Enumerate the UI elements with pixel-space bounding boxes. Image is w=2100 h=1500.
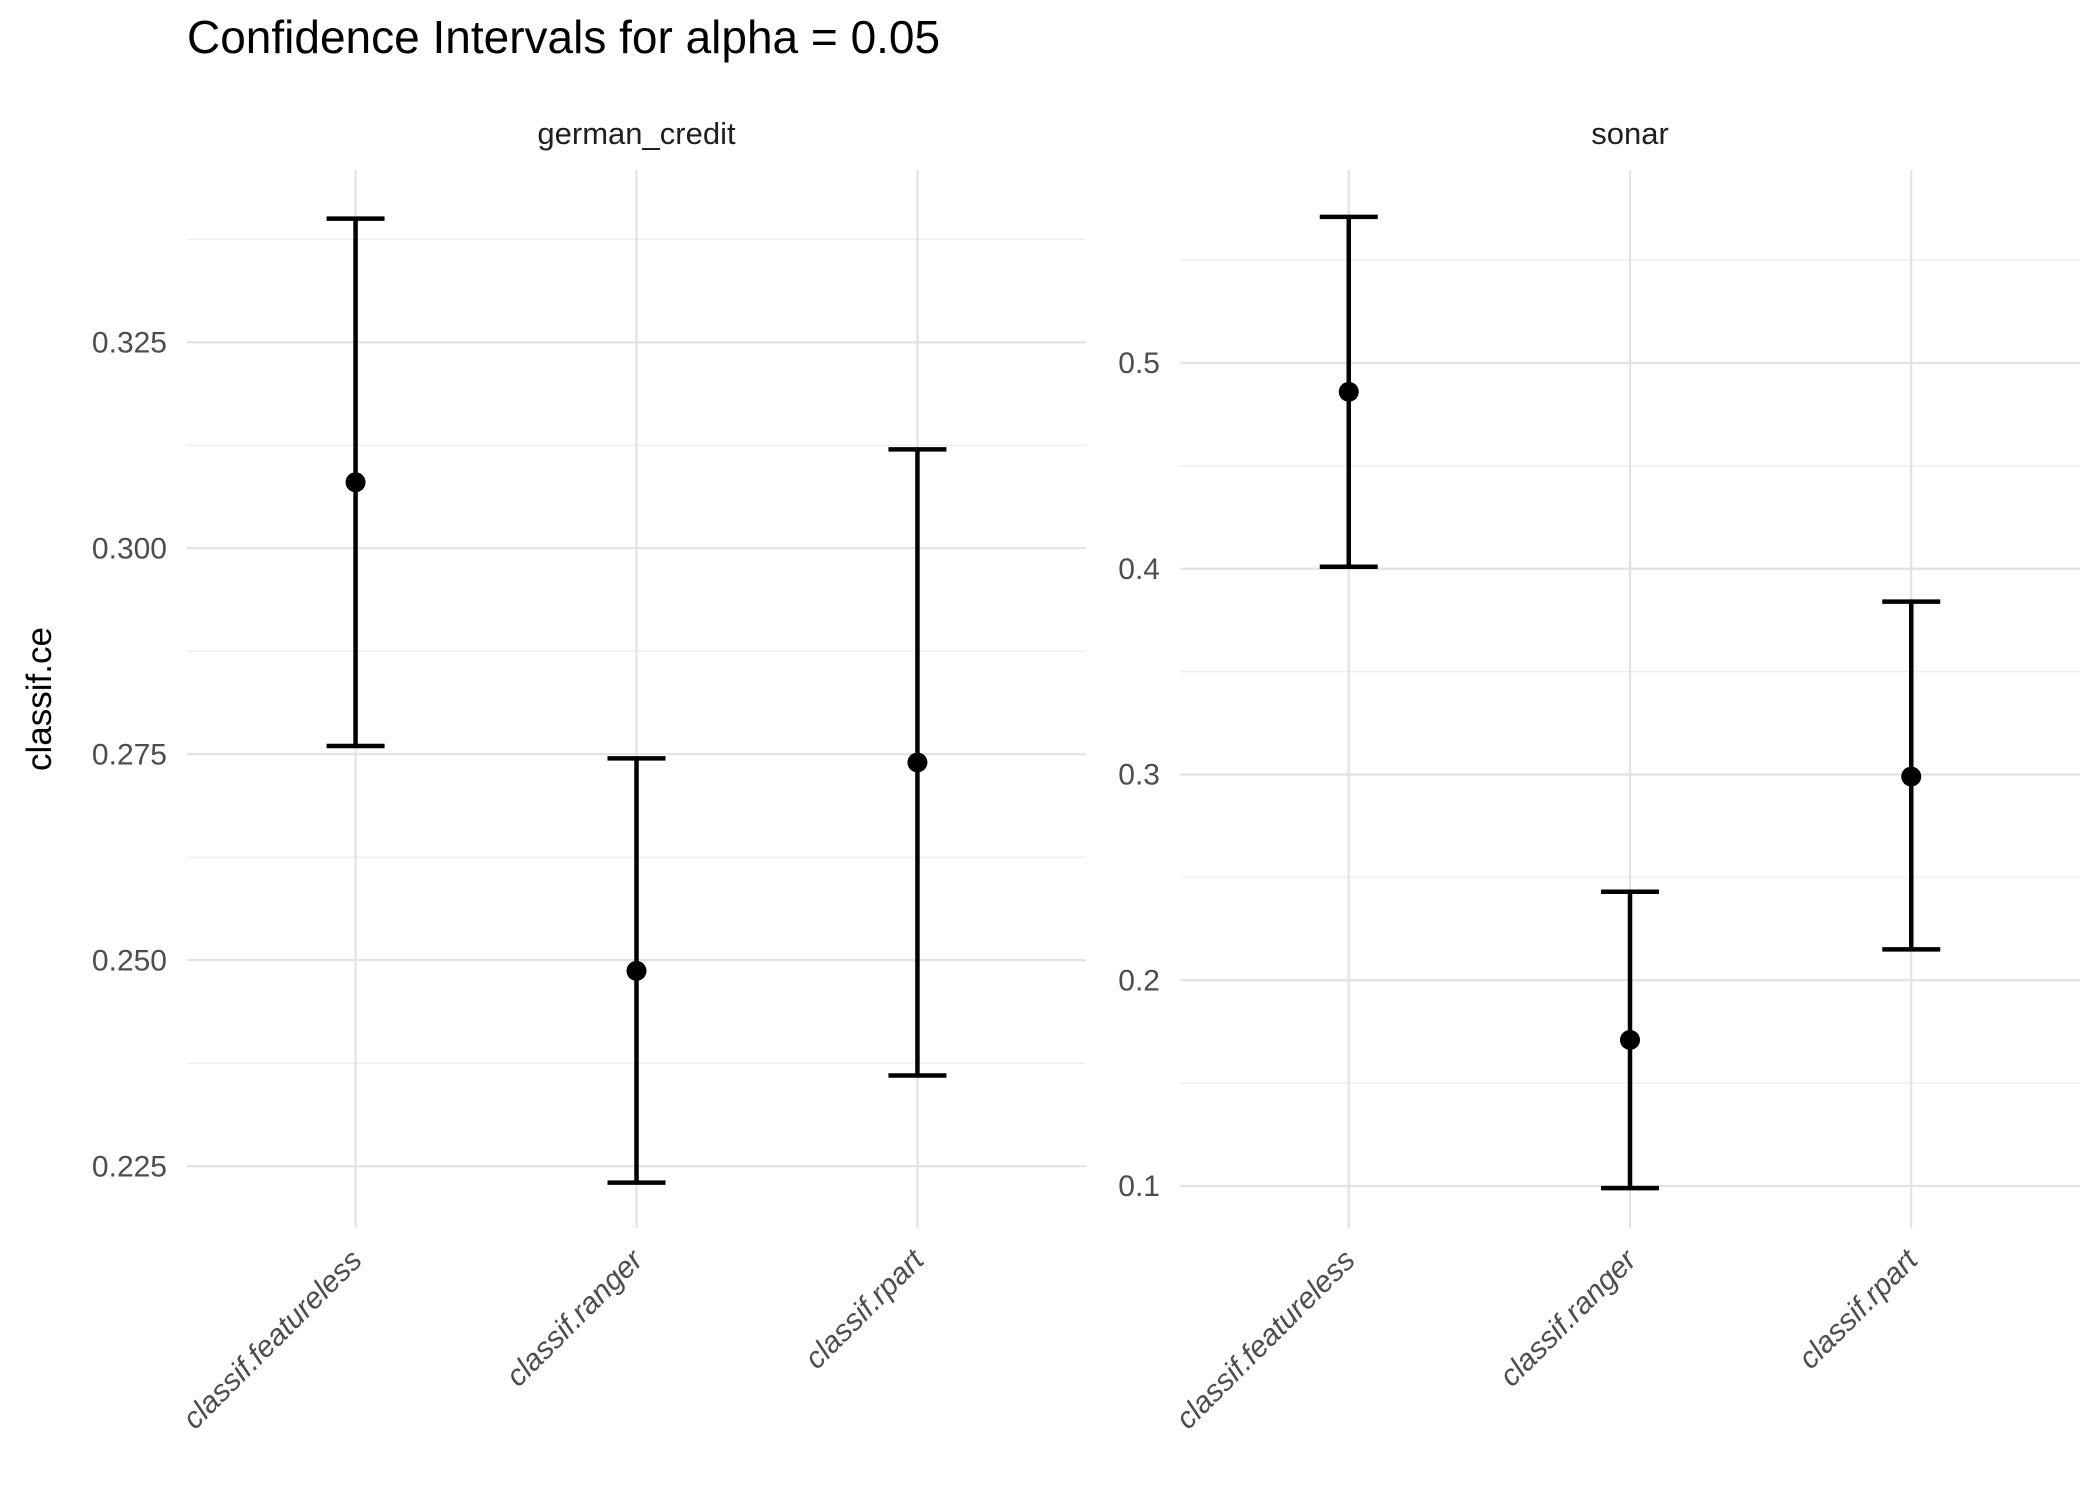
y-tick-label: 0.225 [92, 1150, 167, 1183]
y-tick-label: 0.1 [1118, 1170, 1160, 1203]
errorbar-sonar-classif.featureless [1319, 214, 1378, 569]
chart-title: Confidence Intervals for alpha = 0.05 [187, 11, 941, 63]
y-tick-label: 0.300 [92, 532, 167, 565]
x-tick-label: classif.rpart [799, 1242, 932, 1375]
y-tick-label: 0.250 [92, 944, 167, 977]
facet-strip-label: german_credit [537, 116, 736, 151]
errorbar-german_credit-classif.rpart [888, 447, 947, 1078]
mean-point [1620, 1029, 1640, 1050]
mean-point [1901, 766, 1922, 787]
errorbar-sonar-classif.ranger [1601, 889, 1659, 1191]
y-tick-label: 0.4 [1118, 553, 1160, 586]
x-tick-label: classif.ranger [1493, 1243, 1643, 1393]
errorbar-sonar-classif.rpart [1882, 599, 1941, 952]
errorbar-german_credit-classif.ranger [607, 756, 666, 1185]
y-tick-label: 0.325 [92, 326, 167, 359]
mean-point [626, 960, 647, 981]
x-tick-label: classif.ranger [500, 1243, 650, 1393]
y-tick-label: 0.3 [1118, 759, 1160, 792]
x-tick-label: classif.featureless [177, 1244, 369, 1436]
y-tick-label: 0.275 [92, 738, 167, 771]
mean-point [1338, 381, 1359, 402]
x-tick-label: classif.rpart [1792, 1242, 1925, 1375]
facet-strip-label: sonar [1591, 116, 1669, 151]
y-tick-label: 0.5 [1118, 347, 1160, 380]
errorbar-german_credit-classif.featureless [326, 216, 385, 749]
x-tick-label: classif.featureless [1170, 1244, 1362, 1436]
mean-point [907, 752, 928, 773]
mean-point [345, 472, 366, 493]
facet-panel-german_credit: 0.225 0.250 0.275 0.300 0.325 classif.feature… [92, 116, 1086, 1436]
y-tick-label: 0.2 [1118, 964, 1160, 997]
facet-panel-sonar: 0.1 0.2 0.3 0.4 0.5 classif.featureless classi… [1118, 116, 2080, 1436]
